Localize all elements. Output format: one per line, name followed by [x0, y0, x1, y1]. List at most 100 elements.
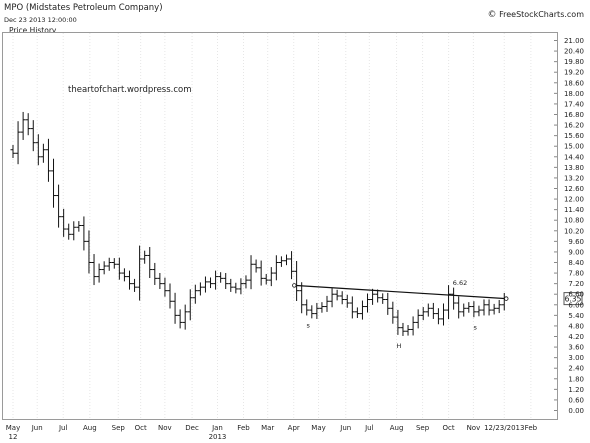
x-tick-label: Sep: [416, 424, 430, 432]
chart-date: Dec 23 2013 12:00:00: [4, 16, 77, 24]
ohlc-bar: [435, 308, 441, 325]
x-tick-label: May: [311, 424, 325, 432]
copyright-text: FreeStockCharts.com: [499, 10, 584, 19]
y-tick-label: 13.20: [564, 174, 584, 182]
copyright-symbol: ©: [487, 10, 497, 20]
y-tick-label: 12.00: [564, 196, 584, 204]
ohlc-bar: [268, 267, 274, 287]
x-tick-label: Jun: [339, 424, 351, 432]
ohlc-bar: [142, 250, 148, 264]
x-tick-label: Nov: [158, 424, 172, 432]
y-tick-label: 16.80: [564, 111, 584, 119]
ohlc-bar: [40, 143, 46, 163]
ohlc-bar: [273, 255, 279, 281]
ohlc-bar: [253, 259, 259, 273]
ohlc-bar: [476, 305, 482, 317]
ohlc-bar: [415, 309, 421, 329]
ohlc-bar: [51, 158, 57, 208]
ohlc-bar: [106, 257, 112, 271]
right-shoulder-label: s: [474, 323, 478, 331]
ohlc-bar: [10, 144, 16, 159]
y-tick-label: 3.60: [568, 344, 584, 352]
y-tick-label: 16.20: [564, 122, 584, 130]
ohlc-bar: [238, 278, 244, 295]
ohlc-bar: [66, 223, 72, 240]
x-tick-sublabel: 12: [9, 433, 18, 441]
x-tick-label: Jul: [58, 424, 68, 432]
x-tick-label: Feb: [525, 424, 538, 432]
plot-area[interactable]: [2, 32, 558, 420]
ohlc-bar: [390, 301, 396, 324]
copyright: © FreeStockCharts.com: [488, 10, 584, 20]
y-tick-label: 21.00: [564, 37, 584, 45]
ohlc-bar: [365, 293, 371, 313]
watermark: theartofchart.wordpress.com: [68, 85, 192, 95]
ohlc-bar: [278, 256, 284, 267]
y-tick-label: 4.80: [568, 322, 584, 330]
high-label: 6.62: [453, 279, 467, 287]
ohlc-bar: [218, 272, 224, 283]
ohlc-bar: [116, 257, 122, 280]
y-tick-label: 2.40: [568, 365, 584, 373]
ohlc-bar: [187, 289, 193, 321]
x-tick-label: Mar: [261, 424, 274, 432]
y-tick-label: 6.00: [568, 301, 584, 309]
x-tick-sublabel: 2013: [209, 433, 227, 441]
y-tick-label: 18.60: [564, 79, 584, 87]
ohlc-bar: [395, 309, 401, 335]
ohlc-bar: [228, 278, 234, 292]
ohlc-bar: [96, 263, 102, 283]
ohlc-bar: [370, 288, 376, 305]
x-tick-label: Jul: [364, 424, 374, 432]
x-tick-label: Jun: [31, 424, 43, 432]
ohlc-bar: [192, 284, 198, 304]
ohlc-bar: [197, 282, 203, 296]
ohlc-bar: [299, 282, 305, 314]
ohlc-bar: [202, 276, 208, 293]
ohlc-bar: [451, 287, 457, 310]
ohlc-bar: [111, 258, 117, 269]
ohlc-bar: [461, 303, 467, 317]
x-tick-label: May: [6, 424, 20, 432]
ohlc-bar: [167, 283, 173, 309]
ohlc-bar: [56, 184, 62, 228]
y-tick-label: 18.00: [564, 90, 584, 98]
ohlc-bar: [430, 302, 436, 319]
ohlc-bar: [157, 272, 163, 290]
ohlc-bar: [258, 260, 264, 286]
ohlc-bar: [86, 230, 92, 274]
ohlc-bar: [400, 322, 406, 336]
y-tick-label: 15.00: [564, 143, 584, 151]
ohlc-bar: [101, 261, 107, 275]
ohlc-bar: [213, 270, 219, 290]
last-price-box: [563, 292, 583, 306]
ohlc-bar: [132, 278, 138, 292]
y-tick-label: 0.60: [568, 396, 584, 404]
x-tick-label: Oct: [443, 424, 455, 432]
ohlc-bar: [334, 289, 340, 301]
ohlc-bar: [410, 316, 416, 336]
y-tick-label: 19.20: [564, 69, 584, 77]
y-tick-label: 12.60: [564, 185, 584, 193]
ohlc-bar: [329, 288, 335, 308]
y-tick-label: 5.40: [568, 312, 584, 320]
ohlc-bar: [126, 270, 132, 290]
y-tick-label: 14.40: [564, 153, 584, 161]
y-tick-label: 0.00: [568, 407, 584, 415]
ohlc-bar: [324, 295, 330, 312]
ohlc-bar: [375, 289, 381, 303]
ohlc-bar: [35, 134, 41, 166]
x-tick-label: Aug: [83, 424, 97, 432]
ohlc-bar: [71, 221, 77, 241]
ohlc-bar: [137, 245, 143, 301]
ohlc-bar: [309, 305, 315, 319]
ohlc-bar: [243, 275, 249, 289]
head-label: H: [397, 342, 402, 350]
ohlc-bar: [91, 254, 97, 286]
ohlc-bar: [491, 303, 497, 315]
price-bars: [10, 111, 507, 336]
ohlc-bar: [359, 300, 365, 320]
ohlc-bar: [283, 254, 289, 266]
